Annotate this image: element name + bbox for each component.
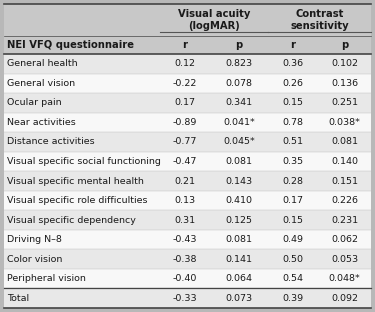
Text: 0.50: 0.50 <box>282 255 303 264</box>
Text: 0.39: 0.39 <box>282 294 304 303</box>
Text: 0.143: 0.143 <box>225 177 253 186</box>
Bar <box>4 191 371 210</box>
Text: -0.33: -0.33 <box>172 294 197 303</box>
Text: p: p <box>341 40 348 50</box>
Text: Driving N–8: Driving N–8 <box>7 235 62 244</box>
Text: 0.048*: 0.048* <box>328 274 360 283</box>
Bar <box>4 269 371 289</box>
Bar <box>4 249 371 269</box>
Text: Peripheral vision: Peripheral vision <box>7 274 86 283</box>
Text: 0.141: 0.141 <box>225 255 252 264</box>
Text: 0.064: 0.064 <box>225 274 252 283</box>
Text: 0.151: 0.151 <box>331 177 358 186</box>
Text: 0.073: 0.073 <box>225 294 253 303</box>
Text: 0.081: 0.081 <box>225 235 252 244</box>
Text: -0.47: -0.47 <box>173 157 197 166</box>
Bar <box>4 93 371 113</box>
Text: 0.54: 0.54 <box>282 274 303 283</box>
Text: 0.062: 0.062 <box>331 235 358 244</box>
Text: 0.081: 0.081 <box>225 157 252 166</box>
Text: 0.823: 0.823 <box>225 59 253 68</box>
Text: Color vision: Color vision <box>7 255 62 264</box>
Text: Near activities: Near activities <box>7 118 76 127</box>
Text: Visual specific social functioning: Visual specific social functioning <box>7 157 161 166</box>
Bar <box>4 74 371 93</box>
Bar <box>4 230 371 249</box>
Text: Visual acuity
(logMAR): Visual acuity (logMAR) <box>178 9 250 31</box>
Text: 0.49: 0.49 <box>282 235 303 244</box>
Text: Visual specific dependency: Visual specific dependency <box>7 216 136 225</box>
Text: 0.12: 0.12 <box>174 59 195 68</box>
Bar <box>4 113 371 132</box>
Text: 0.226: 0.226 <box>331 196 358 205</box>
Text: 0.35: 0.35 <box>282 157 304 166</box>
Text: -0.40: -0.40 <box>173 274 197 283</box>
Text: 0.341: 0.341 <box>225 98 253 107</box>
Bar <box>4 4 371 36</box>
Text: 0.78: 0.78 <box>282 118 303 127</box>
Text: r: r <box>183 40 188 50</box>
Text: Ocular pain: Ocular pain <box>7 98 62 107</box>
Text: 0.410: 0.410 <box>225 196 252 205</box>
Text: -0.38: -0.38 <box>173 255 197 264</box>
Text: 0.102: 0.102 <box>331 59 358 68</box>
Bar <box>4 132 371 152</box>
Text: 0.038*: 0.038* <box>328 118 360 127</box>
Text: 0.081: 0.081 <box>331 137 358 146</box>
Text: 0.045*: 0.045* <box>223 137 255 146</box>
Bar <box>4 54 371 74</box>
Text: 0.125: 0.125 <box>225 216 252 225</box>
Text: 0.51: 0.51 <box>282 137 303 146</box>
Text: r: r <box>291 40 296 50</box>
Text: 0.21: 0.21 <box>174 177 195 186</box>
Text: 0.31: 0.31 <box>174 216 196 225</box>
Bar <box>4 289 371 308</box>
Text: 0.26: 0.26 <box>282 79 303 88</box>
Text: -0.43: -0.43 <box>173 235 197 244</box>
Bar <box>4 152 371 171</box>
Text: 0.13: 0.13 <box>174 196 196 205</box>
Text: 0.28: 0.28 <box>282 177 303 186</box>
Text: 0.15: 0.15 <box>282 216 303 225</box>
Bar <box>4 36 371 54</box>
Bar <box>4 210 371 230</box>
Text: General health: General health <box>7 59 78 68</box>
Text: Visual specific mental health: Visual specific mental health <box>7 177 144 186</box>
Text: 0.36: 0.36 <box>282 59 304 68</box>
Text: 0.251: 0.251 <box>331 98 358 107</box>
Text: 0.15: 0.15 <box>282 98 303 107</box>
Text: Visual specific role difficulties: Visual specific role difficulties <box>7 196 147 205</box>
Text: 0.136: 0.136 <box>331 79 358 88</box>
Text: 0.140: 0.140 <box>331 157 358 166</box>
Text: 0.078: 0.078 <box>225 79 252 88</box>
Text: 0.17: 0.17 <box>282 196 303 205</box>
Text: Contrast
sensitivity: Contrast sensitivity <box>290 9 349 31</box>
Text: 0.053: 0.053 <box>331 255 358 264</box>
Text: NEI VFQ questionnaire: NEI VFQ questionnaire <box>7 40 134 50</box>
Text: 0.041*: 0.041* <box>223 118 255 127</box>
Bar <box>4 171 371 191</box>
Text: Total: Total <box>7 294 29 303</box>
Text: 0.092: 0.092 <box>331 294 358 303</box>
Text: -0.89: -0.89 <box>173 118 197 127</box>
Text: p: p <box>236 40 243 50</box>
Text: -0.77: -0.77 <box>173 137 197 146</box>
Text: General vision: General vision <box>7 79 75 88</box>
Text: Distance activities: Distance activities <box>7 137 94 146</box>
Text: 0.17: 0.17 <box>174 98 195 107</box>
Text: 0.231: 0.231 <box>331 216 358 225</box>
Text: -0.22: -0.22 <box>173 79 197 88</box>
